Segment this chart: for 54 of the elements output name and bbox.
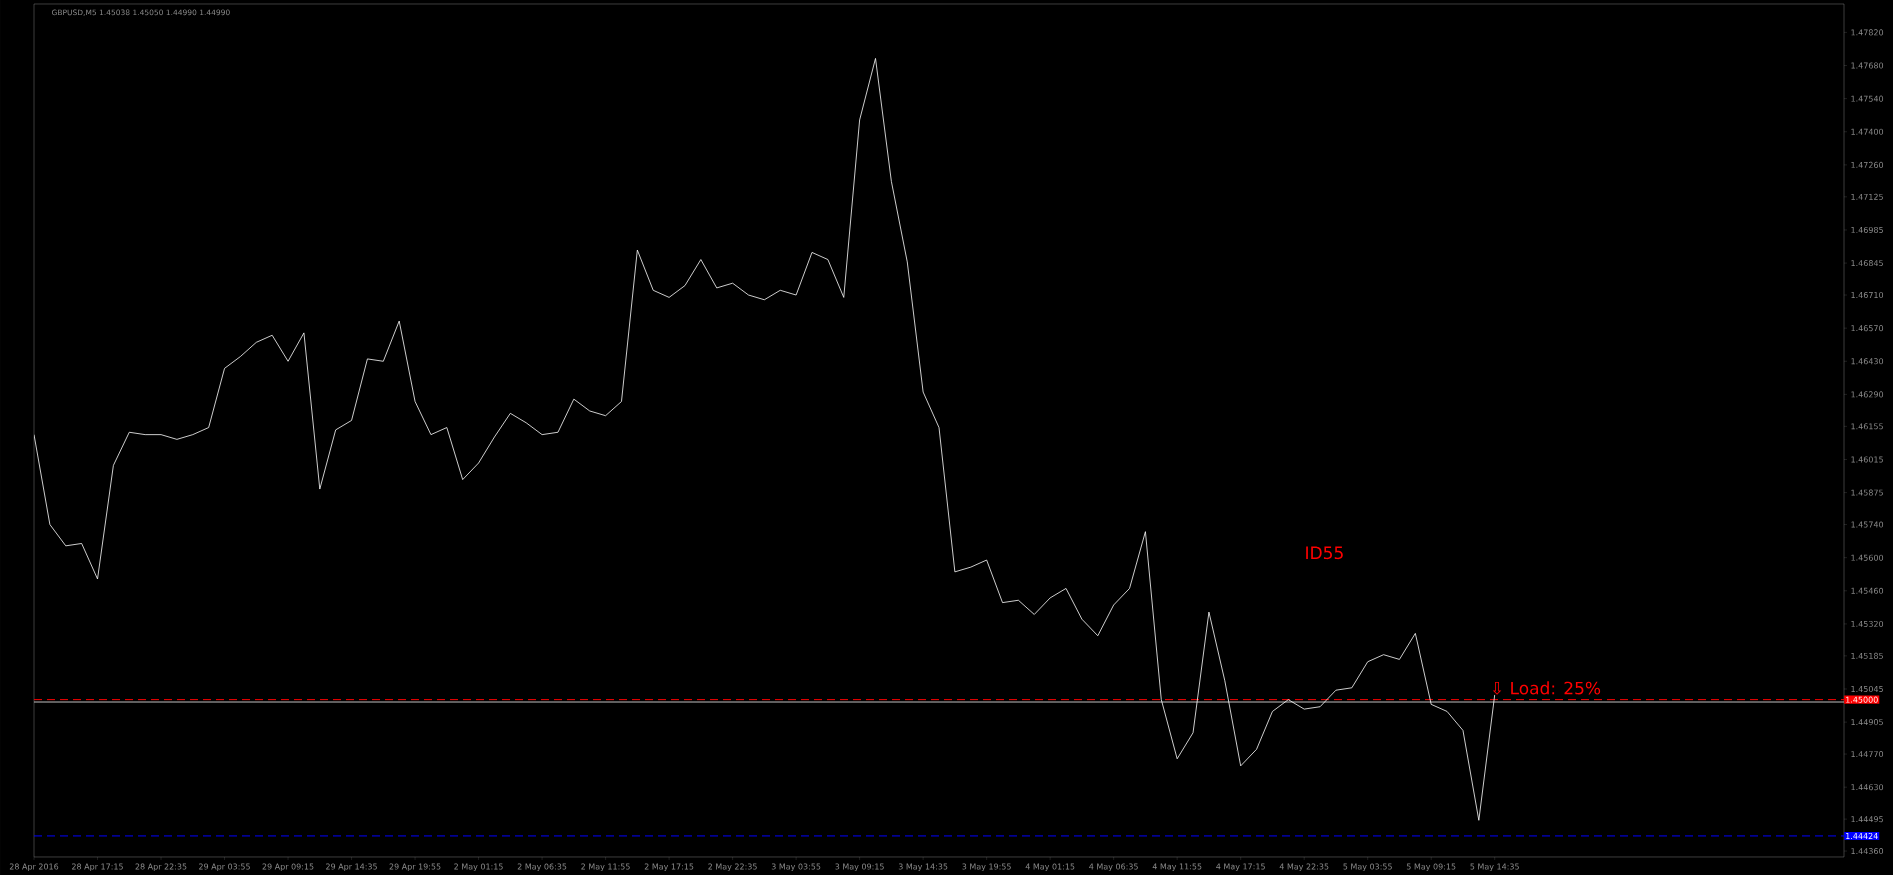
y-tick-label: 1.47820	[1851, 29, 1884, 36]
x-tick-label: 29 Apr 03:55	[199, 863, 250, 872]
x-tick-label: 3 May 19:55	[962, 863, 1011, 872]
x-tick-label: 28 Apr 2016	[9, 863, 59, 872]
y-tick-label: 1.44630	[1851, 784, 1884, 791]
y-tick-label: 1.47400	[1851, 128, 1884, 135]
y-tick-label: 1.46570	[1851, 325, 1884, 332]
x-tick-label: 28 Apr 22:35	[135, 863, 187, 872]
x-tick-label: 4 May 01:15	[1025, 863, 1075, 872]
x-tick-label: 2 May 06:35	[517, 863, 567, 872]
y-tick-label: 1.47680	[1851, 62, 1884, 69]
x-tick-label: 4 May 22:35	[1279, 863, 1329, 872]
x-tick-label: 29 Apr 14:35	[326, 863, 377, 872]
x-tick-label: 5 May 14:35	[1470, 863, 1519, 872]
y-tick-label: 1.44495	[1851, 816, 1883, 823]
y-tick-label: 1.46290	[1851, 391, 1884, 398]
y-tick-label: 1.45740	[1851, 521, 1884, 528]
y-tick-label: 1.45460	[1851, 587, 1884, 594]
y-tick-label: 1.45875	[1851, 489, 1883, 496]
y-tick-label: 1.46845	[1851, 260, 1883, 267]
annotation: ⇩ Load: 25%	[1492, 681, 1601, 695]
y-tick-label: 1.46985	[1851, 226, 1883, 233]
y-tick-label: 1.46155	[1851, 423, 1883, 430]
x-tick-label: 2 May 01:15	[454, 863, 503, 872]
x-tick-label: 5 May 09:15	[1406, 863, 1456, 872]
y-tick-label: 1.45045	[1851, 685, 1883, 693]
y-tick-label: 1.46430	[1851, 358, 1884, 365]
x-tick-label: 3 May 14:35	[898, 863, 948, 872]
x-tick-label: 4 May 17:15	[1216, 863, 1265, 872]
y-tick-label: 1.45185	[1851, 652, 1883, 659]
ref-line-label: 1.45000	[1846, 696, 1878, 703]
x-tick-label: 4 May 06:35	[1089, 863, 1138, 872]
x-tick-label: 4 May 11:55	[1152, 863, 1202, 872]
x-tick-label: 3 May 09:15	[835, 863, 884, 872]
x-tick-label: 2 May 22:35	[708, 863, 757, 872]
y-tick-label: 1.46710	[1851, 291, 1884, 299]
x-tick-label: 5 May 03:55	[1343, 863, 1392, 872]
x-tick-label: 2 May 17:15	[644, 863, 694, 872]
y-tick-label: 1.47260	[1851, 161, 1884, 168]
y-tick-label: 1.45320	[1851, 620, 1884, 627]
y-tick-label: 1.47540	[1851, 95, 1884, 102]
y-tick-label: 1.46015	[1851, 456, 1883, 463]
x-tick-label: 29 Apr 19:55	[389, 863, 441, 872]
x-tick-label: 2 May 11:55	[581, 863, 630, 872]
y-tick-label: 1.45600	[1851, 554, 1884, 561]
y-tick-label: 1.44360	[1851, 848, 1884, 855]
y-tick-label: 1.44770	[1851, 751, 1884, 758]
y-tick-label: 1.44905	[1851, 719, 1883, 726]
ref-line-label: 1.44424	[1846, 832, 1878, 839]
x-tick-label: 29 Apr 09:15	[262, 863, 314, 872]
annotation: ID55	[1306, 546, 1343, 560]
y-tick-label: 1.47125	[1851, 193, 1883, 200]
x-tick-label: 28 Apr 17:15	[72, 863, 123, 872]
x-tick-label: 3 May 03:55	[771, 863, 821, 872]
